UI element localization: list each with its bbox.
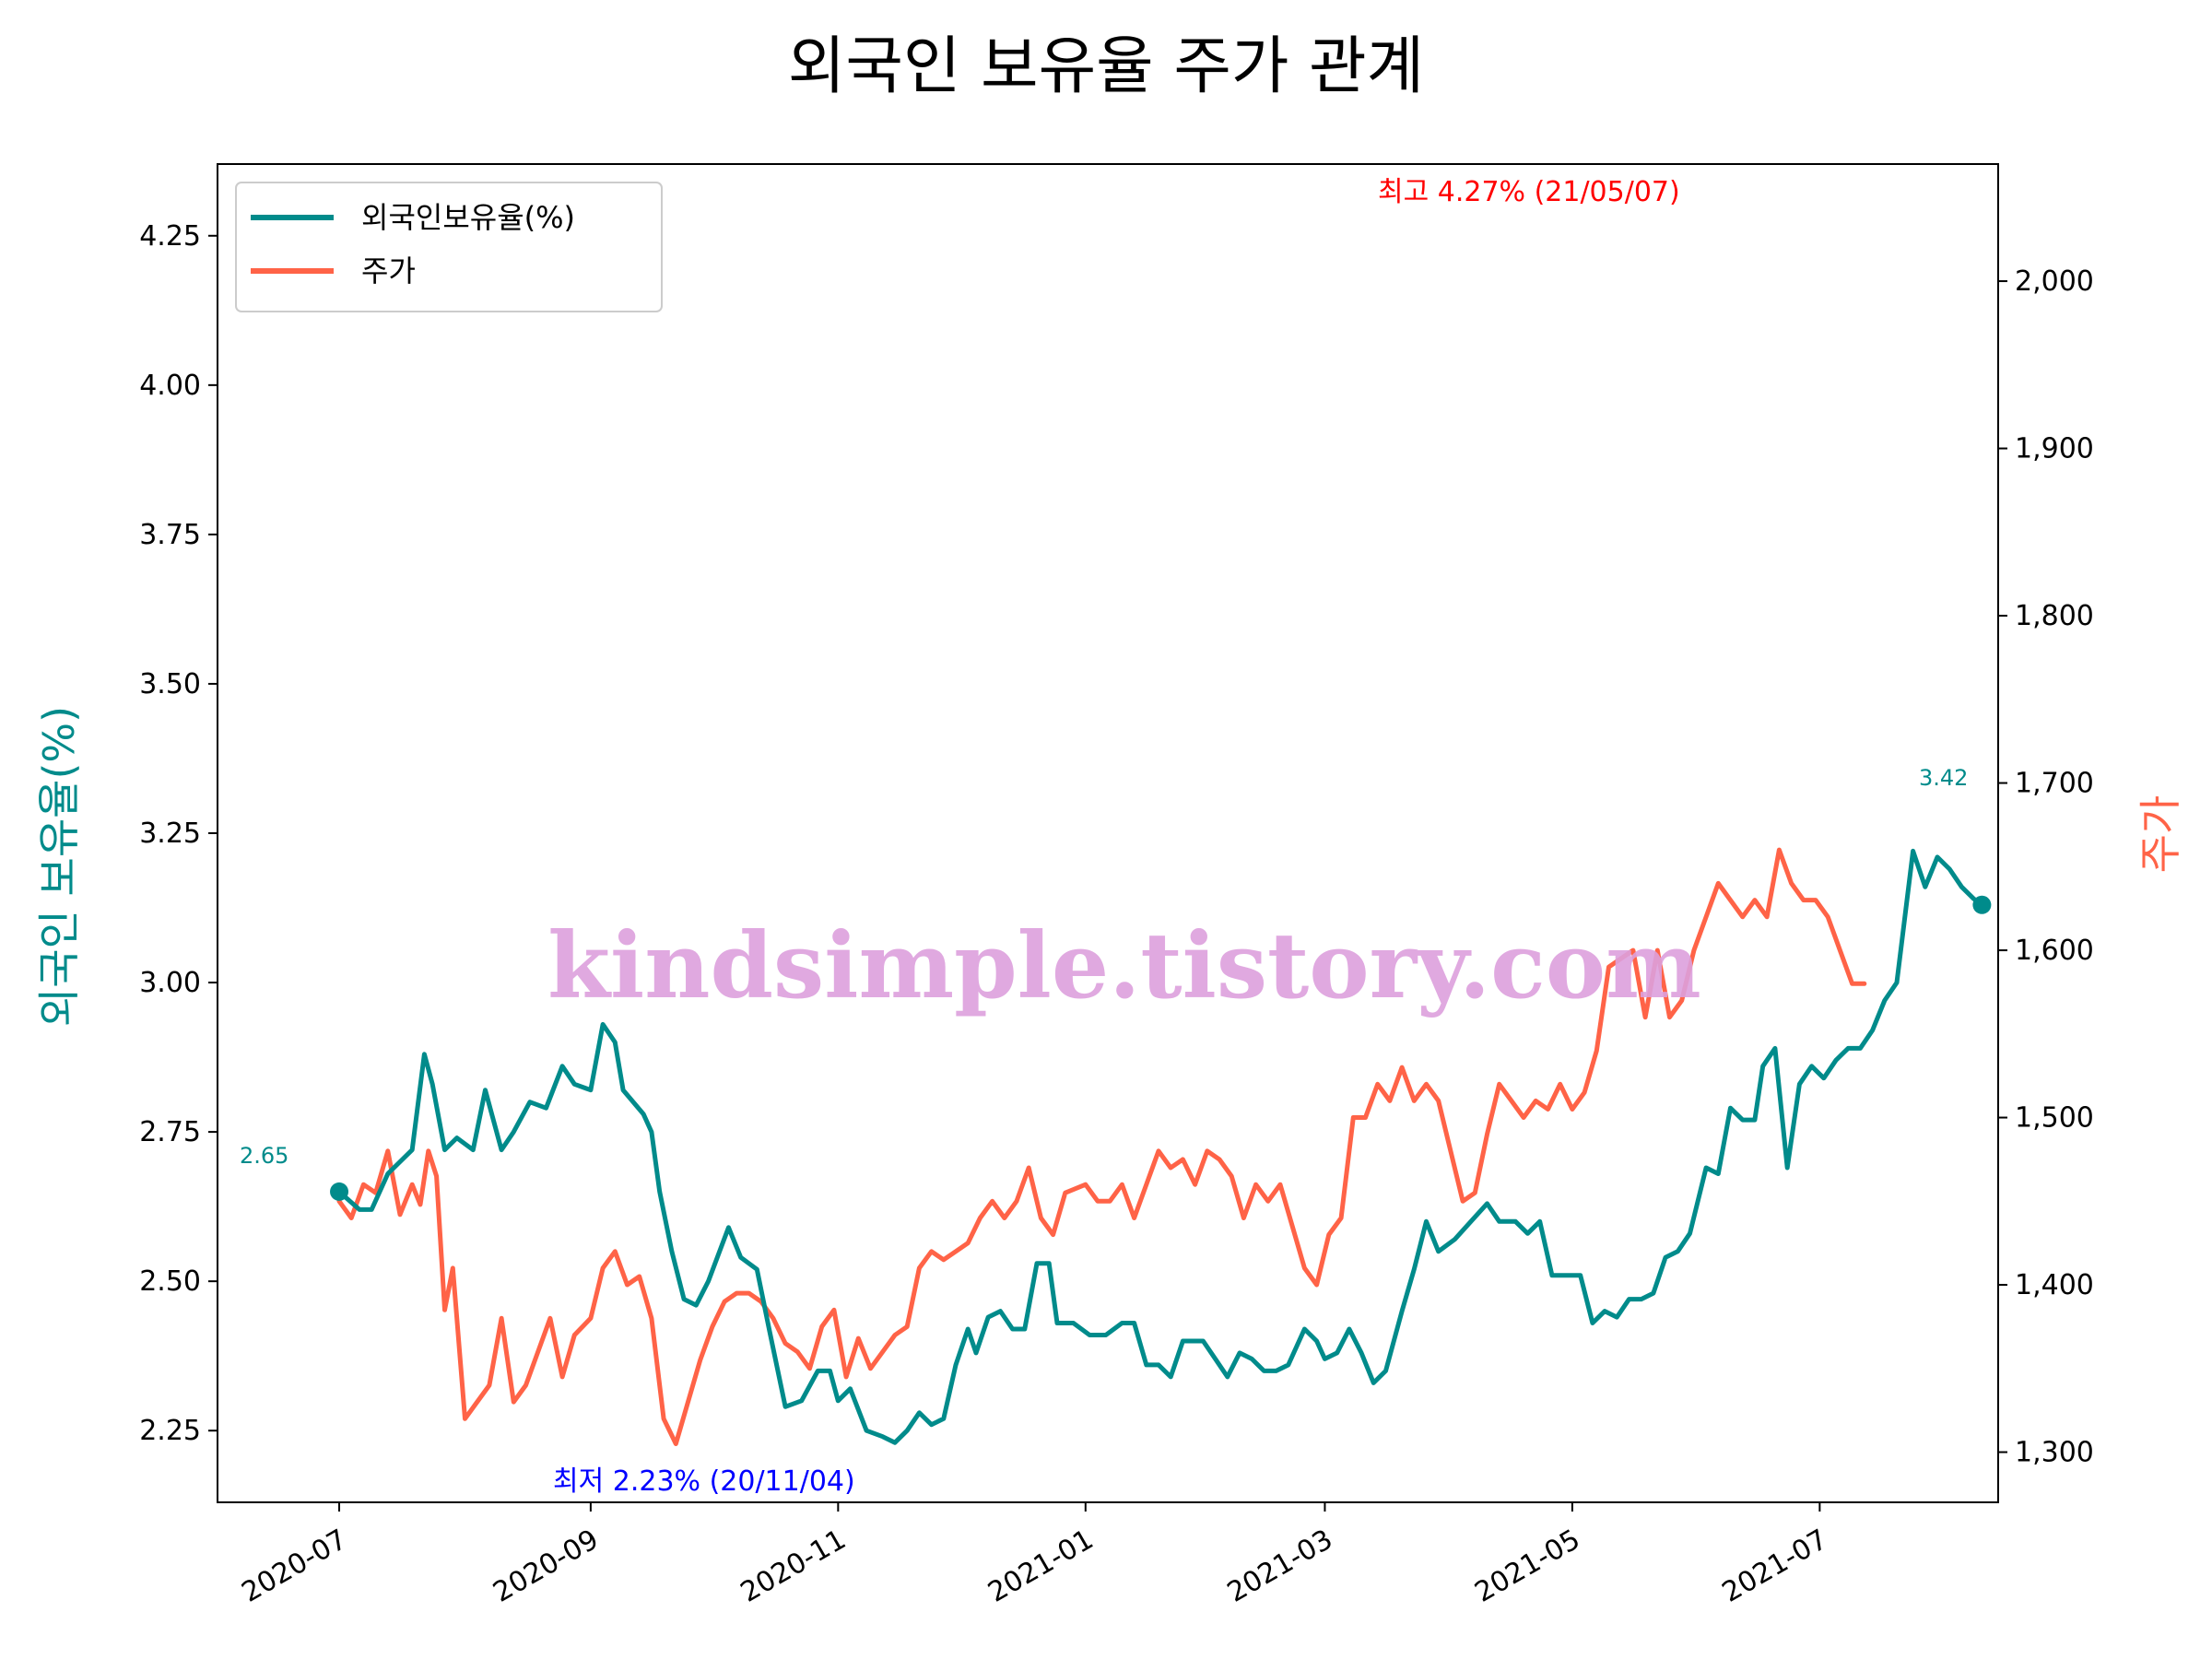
start-value-label: 2.65 bbox=[240, 1143, 288, 1169]
right-y-tick-label: 1,900 bbox=[2015, 433, 2094, 465]
right-axis-ticks: 1,300 1,400 1,500 1,600 1,700 1,800 1,900 2,000 bbox=[1998, 265, 2094, 1469]
series-line-stock-price bbox=[336, 847, 1867, 1446]
left-y-tick-label: 2.75 bbox=[139, 1116, 201, 1148]
left-y-tick-label: 2.50 bbox=[139, 1265, 201, 1298]
left-axis-ticks: 2.25 2.50 2.75 3.00 3.25 3.50 3.75 4.00 4.25 bbox=[139, 220, 218, 1447]
end-point-marker bbox=[1972, 895, 1992, 914]
chart-title: 외국인 보유율 주가 관계 bbox=[788, 30, 1424, 103]
min-annotation: 최저 2.23% (20/11/04) bbox=[553, 1465, 855, 1498]
left-y-tick-label: 3.25 bbox=[139, 818, 201, 850]
legend-box bbox=[235, 182, 663, 312]
series-line-foreign-ownership bbox=[336, 848, 1984, 1445]
left-axis-label: 외국인 보유율(%) bbox=[34, 706, 84, 1027]
right-y-tick-label: 1,300 bbox=[2015, 1437, 2094, 1469]
right-y-tick-label: 2,000 bbox=[2015, 265, 2094, 298]
legend: 외국인보유율(%) 주가 bbox=[235, 182, 663, 312]
left-y-tick-label: 3.00 bbox=[139, 967, 201, 999]
watermark: kindsimple.tistory.com bbox=[547, 913, 1701, 1019]
max-annotation: 최고 4.27% (21/05/07) bbox=[1378, 176, 1680, 208]
legend-label-foreign: 외국인보유율(%) bbox=[361, 200, 575, 235]
right-y-tick-label: 1,500 bbox=[2015, 1102, 2094, 1135]
right-axis-label: 주가 bbox=[2136, 795, 2185, 874]
left-y-tick-label: 3.50 bbox=[139, 668, 201, 700]
right-y-tick-label: 1,600 bbox=[2015, 935, 2094, 967]
left-y-tick-label: 3.75 bbox=[139, 519, 201, 551]
plot-area-frame bbox=[217, 163, 1999, 1503]
left-y-tick-label: 4.00 bbox=[139, 370, 201, 402]
right-y-tick-label: 1,800 bbox=[2015, 600, 2094, 632]
left-y-tick-label: 2.25 bbox=[139, 1415, 201, 1447]
series-layer bbox=[330, 847, 1992, 1446]
legend-label-price: 주가 bbox=[361, 253, 416, 288]
start-point-marker bbox=[330, 1182, 349, 1201]
right-y-tick-label: 1,700 bbox=[2015, 768, 2094, 800]
right-y-tick-label: 1,400 bbox=[2015, 1269, 2094, 1301]
left-y-tick-label: 4.25 bbox=[139, 220, 201, 253]
end-value-label: 3.42 bbox=[1919, 765, 1968, 791]
